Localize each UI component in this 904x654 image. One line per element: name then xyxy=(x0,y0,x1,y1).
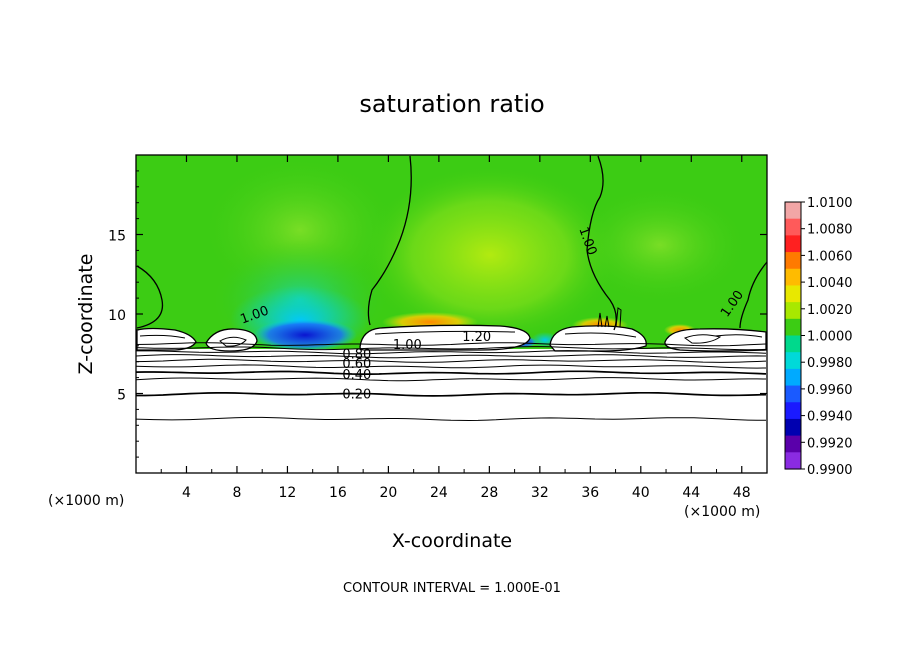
contour-label: 1.00 xyxy=(393,338,422,353)
contour-line xyxy=(136,358,767,363)
colorbar-label: 0.9940 xyxy=(807,410,853,425)
x-tick-label: 44 xyxy=(682,485,700,501)
contour-label: 0.60 xyxy=(342,357,371,372)
chart-title: saturation ratio xyxy=(359,90,544,118)
cloud-blob-3 xyxy=(359,324,531,351)
contour-1-00-right xyxy=(739,261,767,329)
colorbar-label: 1.0080 xyxy=(807,223,853,238)
contour-1-00-left xyxy=(136,265,164,329)
saturation-contour-lines xyxy=(136,342,767,422)
contour-line xyxy=(136,416,766,422)
colorbar-label: 0.9960 xyxy=(807,383,853,398)
humid-plume-right xyxy=(570,185,750,305)
contour-label: 0.20 xyxy=(342,387,371,402)
colorbar-swatch xyxy=(785,202,801,220)
x-tick-label: 20 xyxy=(379,485,397,501)
colorbar-swatch xyxy=(785,302,801,320)
x-axis-unit-right: (×1000 m) xyxy=(684,504,760,520)
colorbar-label: 1.0100 xyxy=(807,196,853,211)
colorbar-label: 0.9920 xyxy=(807,436,853,451)
colorbar-swatch xyxy=(785,402,801,420)
contour-line xyxy=(136,377,767,382)
contour-line xyxy=(136,346,767,351)
colorbar-swatch xyxy=(785,352,801,370)
contour-interval-note: CONTOUR INTERVAL = 1.000E-01 xyxy=(343,581,561,596)
contour-line xyxy=(136,342,767,347)
colorbar-label: 1.0040 xyxy=(807,276,853,291)
humid-plume-core xyxy=(360,165,620,345)
contour-line xyxy=(136,350,767,355)
contour-label: 1.20 xyxy=(462,330,491,345)
colorbar-label: 1.0020 xyxy=(807,303,853,318)
x-tick-label: 24 xyxy=(430,485,448,501)
colorbar-swatch xyxy=(785,452,801,470)
x-axis-unit-left: (×1000 m) xyxy=(48,493,124,509)
x-tick-label: 48 xyxy=(733,485,751,501)
colorbar-swatch xyxy=(785,268,801,287)
colorbar-swatch xyxy=(785,318,801,337)
x-axis: 4 8 12 16 20 24 28 32 36 40 44 48 xyxy=(160,155,751,501)
x-tick-label: 36 xyxy=(581,485,599,501)
saturation-1-contours xyxy=(136,155,767,331)
x-tick-label: 32 xyxy=(531,485,549,501)
dry-region-blue xyxy=(253,319,357,351)
contour-line xyxy=(136,364,767,369)
x-tick-label: 16 xyxy=(329,485,347,501)
colorbar-label: 1.0000 xyxy=(807,330,853,345)
colorbar-swatch xyxy=(785,252,801,270)
contour-line xyxy=(136,370,767,375)
cloud-inner-contours xyxy=(139,330,763,347)
colorbar-swatch xyxy=(785,385,801,403)
lower-white-layer xyxy=(136,349,767,473)
colorbar-swatch xyxy=(785,368,801,387)
colorbar: 1.0100 1.0080 1.0060 1.0040 1.0020 1.0000 0.99… xyxy=(784,196,853,478)
y-tick-label: 5 xyxy=(117,388,126,404)
colorbar-label: 1.0060 xyxy=(807,249,853,264)
cloud-blob-2 xyxy=(205,328,258,352)
colorbar-swatch xyxy=(785,435,801,453)
contour-line xyxy=(136,391,767,397)
y-axis: 5 10 15 xyxy=(108,170,767,458)
x-tick-label: 40 xyxy=(632,485,650,501)
x-tick-label: 12 xyxy=(279,485,297,501)
x-tick-label: 28 xyxy=(480,485,498,501)
contour-label: 0.40 xyxy=(342,368,371,383)
colorbar-swatch xyxy=(785,335,801,353)
cloud-top-spikes xyxy=(597,307,622,328)
colorbar-swatch xyxy=(785,285,801,303)
plot-area xyxy=(136,155,767,473)
contour-line xyxy=(136,354,767,359)
colorbar-swatch xyxy=(785,418,801,437)
y-axis-title: Z-coordinate xyxy=(75,254,97,375)
x-tick-label: 4 xyxy=(182,485,191,501)
colorbar-swatch xyxy=(785,235,801,253)
x-axis-title: X-coordinate xyxy=(392,530,512,552)
x-tick-label: 8 xyxy=(232,485,241,501)
y-tick-label: 10 xyxy=(108,308,126,324)
contour-1-00-center xyxy=(367,155,412,326)
contour-1-00-right-center xyxy=(586,155,617,331)
contour-label: 0.80 xyxy=(342,348,371,363)
colorbar-label: 0.9980 xyxy=(807,356,853,371)
colorbar-swatch xyxy=(785,218,801,236)
colorbar-label: 0.9900 xyxy=(807,463,853,478)
y-tick-label: 15 xyxy=(108,229,126,245)
